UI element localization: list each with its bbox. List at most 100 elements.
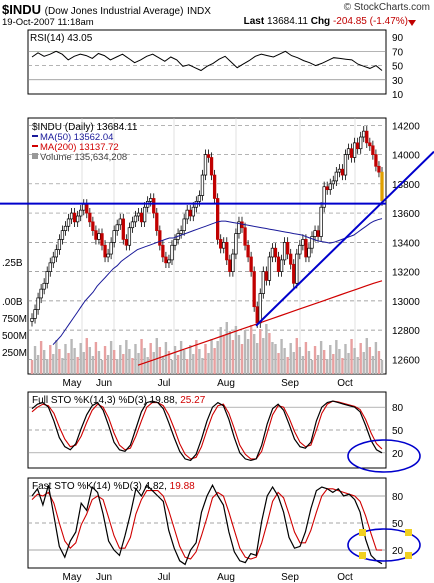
fast-sto-legend-k: Fast STO %K(14) xyxy=(32,481,114,492)
candle-body xyxy=(130,221,135,229)
volume-bar xyxy=(164,342,168,374)
full-sto-legend-d-value: 25.27 xyxy=(180,395,205,406)
volume-bar xyxy=(313,346,317,374)
volume-bar xyxy=(380,360,384,374)
volume-bar xyxy=(350,339,353,374)
candle-body xyxy=(359,136,363,150)
month-label: May xyxy=(63,572,82,583)
volume-bar xyxy=(289,343,292,374)
full-sto-highlight-circle xyxy=(347,439,421,473)
ma200-legend: MA(200) 13137.72 xyxy=(40,142,119,153)
candle-body xyxy=(149,198,153,202)
volume-bar xyxy=(158,347,162,374)
candle-body xyxy=(212,174,217,199)
volume-bar xyxy=(374,342,378,374)
candle-body xyxy=(304,239,308,258)
ma50-legend: MA(50) 13562.04 xyxy=(40,132,113,143)
candle-body xyxy=(246,244,250,258)
volume-axis-label: 750M xyxy=(2,314,27,325)
full-sto-legend-k-value: 19.88, xyxy=(150,395,181,406)
candle-body xyxy=(197,195,202,202)
candle-body xyxy=(349,148,354,158)
candle-body xyxy=(139,212,144,223)
volume-bar xyxy=(359,343,362,374)
volume-bar xyxy=(280,339,283,374)
candle-body xyxy=(365,130,369,144)
month-label: Jul xyxy=(158,378,171,389)
candle-body xyxy=(152,198,156,214)
volume-bar xyxy=(204,344,207,374)
candle-body xyxy=(155,212,159,231)
candle-body xyxy=(69,212,74,220)
volume-bar xyxy=(36,355,40,374)
candle-body xyxy=(173,239,177,246)
volume-bar xyxy=(338,349,341,374)
fast-sto-tick-label: 80 xyxy=(392,492,404,503)
full-sto-legend: Full STO %K(14,3) %D(3) 19.88, 25.27 xyxy=(32,395,206,406)
candle-body xyxy=(362,130,366,138)
candle-body xyxy=(82,203,86,211)
volume-swatch xyxy=(32,153,38,159)
candle-body xyxy=(57,239,62,251)
candle-body xyxy=(63,225,68,231)
full-sto-d-line xyxy=(31,400,383,460)
volume-bar xyxy=(262,338,265,374)
volume-bar xyxy=(149,343,152,374)
volume-bar xyxy=(137,353,140,374)
volume-bar xyxy=(274,344,277,374)
exchange: INDX xyxy=(187,6,211,17)
volume-axis-label: .00B xyxy=(2,297,23,308)
volume-bar xyxy=(231,340,235,374)
candle-body xyxy=(310,236,314,249)
volume-bar xyxy=(155,338,158,374)
volume-bar xyxy=(116,359,119,374)
volume-bar xyxy=(128,349,131,374)
volume-bar xyxy=(256,343,259,374)
full-sto-tick-label: 20 xyxy=(392,449,404,460)
volume-bar xyxy=(326,359,329,374)
volume-bar xyxy=(109,341,113,374)
volume-bar xyxy=(186,359,189,374)
volume-bar xyxy=(61,358,64,374)
fast-sto-tick-label: 50 xyxy=(392,519,404,530)
volume-bar xyxy=(207,353,210,374)
candle-body xyxy=(103,244,107,258)
candle-body xyxy=(228,259,232,272)
volume-bar xyxy=(122,354,125,374)
candle-body xyxy=(264,271,268,281)
candle-body xyxy=(164,256,168,264)
last-label: Last xyxy=(243,16,265,27)
volume-bar xyxy=(219,327,222,374)
volume-bar xyxy=(192,354,195,374)
volume-bar xyxy=(243,330,247,374)
volume-bar xyxy=(173,346,177,374)
candle-body xyxy=(258,293,262,324)
volume-bar xyxy=(362,352,365,374)
candle-body xyxy=(286,241,290,255)
candle-body xyxy=(188,209,192,217)
volume-bar xyxy=(195,340,198,374)
fast-sto-legend-d-value: 19.88 xyxy=(170,481,195,492)
full-sto-k-line xyxy=(31,400,383,462)
volume-bar xyxy=(131,358,134,374)
volume-bar xyxy=(152,352,155,374)
candle-body xyxy=(167,259,171,264)
candle-body xyxy=(352,142,357,158)
candle-body xyxy=(179,230,183,234)
candle-body xyxy=(118,218,122,226)
candle-body xyxy=(91,221,95,231)
candle-body xyxy=(243,227,247,246)
candle-body xyxy=(109,241,113,255)
candle-body xyxy=(292,263,296,284)
volume-bar xyxy=(222,336,225,374)
rsi-tick-label: 50 xyxy=(392,62,404,73)
volume-bar xyxy=(73,348,76,374)
chg-label: Chg xyxy=(310,16,331,27)
volume-bar xyxy=(170,360,174,374)
volume-bar xyxy=(268,333,271,374)
rsi-legend: RSI(14) 43.05 xyxy=(30,33,93,44)
down-arrow-icon xyxy=(408,20,416,26)
volume-bar xyxy=(46,359,49,374)
month-label: Sep xyxy=(281,378,299,389)
candle-body xyxy=(200,174,205,196)
